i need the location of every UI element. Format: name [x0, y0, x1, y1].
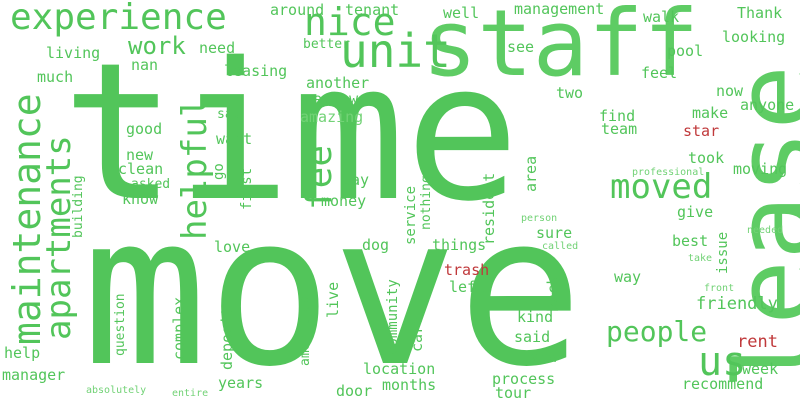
word-star: star: [683, 122, 720, 140]
word-needed: needed: [747, 225, 784, 236]
word-know: know: [122, 190, 159, 208]
word-way: way: [614, 268, 642, 286]
word-help: help: [4, 344, 41, 362]
word-building: building: [71, 175, 86, 238]
word-time: time: [62, 22, 520, 243]
word-location: location: [363, 360, 436, 378]
word-nan: nan: [131, 56, 159, 74]
word-months: months: [382, 376, 437, 394]
word-team: team: [601, 120, 638, 138]
word-asked: asked: [131, 177, 171, 192]
word-pay: pay: [342, 171, 370, 189]
word-resident: resident: [480, 172, 498, 245]
word-money: money: [321, 192, 367, 210]
word-left: left: [449, 278, 486, 296]
word-well: well: [443, 4, 480, 22]
word-first: first: [239, 167, 255, 210]
word-took: took: [688, 149, 725, 167]
word-say: say: [217, 107, 241, 122]
word-much: much: [37, 68, 74, 86]
word-amazing: amazing: [300, 108, 364, 126]
word-leasing: leasing: [224, 62, 288, 80]
word-back: back: [544, 275, 562, 312]
word-find: find: [599, 107, 636, 125]
word-management: management: [514, 0, 605, 18]
word-process: process: [492, 370, 556, 388]
word-kind: kind: [517, 308, 554, 326]
word-go: go: [211, 163, 227, 180]
word-unit: unit: [340, 24, 451, 78]
word-complex: complex: [170, 296, 188, 360]
word-want: want: [216, 130, 253, 148]
word-said: said: [514, 328, 551, 346]
word-good: good: [126, 120, 163, 138]
word-people: people: [606, 315, 708, 348]
word-pool: pool: [667, 42, 704, 60]
word-clean: clean: [118, 160, 164, 178]
word-staff: staff: [422, 0, 699, 97]
word-feel: feel: [641, 64, 678, 82]
word-door: door: [336, 382, 373, 400]
word-us: us: [698, 339, 747, 385]
word-front: front: [704, 283, 735, 294]
word-called: called: [542, 241, 579, 252]
word-better: better: [303, 37, 350, 52]
word-living: living: [46, 44, 101, 62]
word-now: now: [716, 82, 744, 100]
word-care: care: [408, 315, 426, 352]
word-move: move: [82, 171, 583, 400]
word-question: question: [113, 293, 128, 356]
word-amenities: amenities: [298, 295, 313, 366]
word-make: make: [692, 104, 729, 122]
word-around: around: [270, 1, 325, 19]
word-trash: trash: [444, 261, 490, 279]
word-walk: walk: [643, 8, 680, 26]
word-entire: entire: [172, 388, 209, 399]
word-friendly: friendly: [696, 294, 778, 314]
word-experience: experience: [10, 0, 227, 38]
word-helpful: helpful: [175, 96, 215, 240]
word-rent: rent: [737, 332, 778, 352]
word-things: things: [432, 236, 487, 254]
word-service: service: [403, 185, 419, 245]
word-deposit: deposit: [218, 306, 236, 370]
word-sure: sure: [536, 224, 573, 242]
word-community: community: [385, 279, 401, 355]
word-love: love: [214, 238, 251, 256]
word-tenant: tenant: [345, 1, 400, 19]
word-manager: manager: [2, 366, 66, 384]
word-professional: professional: [632, 167, 705, 178]
word-new: new: [126, 146, 154, 164]
word-years: years: [218, 374, 264, 392]
word-give: give: [677, 203, 714, 221]
word-work: work: [128, 32, 186, 60]
word-anyone: anyone: [740, 96, 795, 114]
word-another: another: [306, 74, 370, 92]
word-live: live: [324, 281, 342, 318]
word-best: best: [672, 232, 709, 250]
word-issue: issue: [715, 231, 731, 274]
word-area: area: [522, 155, 540, 192]
word-nice: nice: [304, 0, 396, 44]
word-absolutely: absolutely: [86, 385, 147, 396]
word-moving: moving: [733, 160, 788, 178]
word-see: see: [507, 38, 535, 56]
word-person: person: [521, 213, 558, 224]
word-moved: moved: [610, 167, 713, 207]
word-take: take: [688, 253, 713, 264]
word-thank: Thank: [737, 4, 783, 22]
word-review: review: [304, 90, 359, 108]
word-recommend: recommend: [682, 375, 764, 393]
word-two: two: [556, 84, 584, 102]
word-week: week: [742, 360, 779, 378]
word-looking: looking: [722, 28, 786, 46]
word-nothing: nothing: [419, 175, 434, 230]
word-lived: lived: [512, 348, 558, 366]
word-tour: tour: [495, 384, 532, 400]
word-dog: dog: [362, 236, 390, 254]
word-need: need: [199, 39, 236, 57]
